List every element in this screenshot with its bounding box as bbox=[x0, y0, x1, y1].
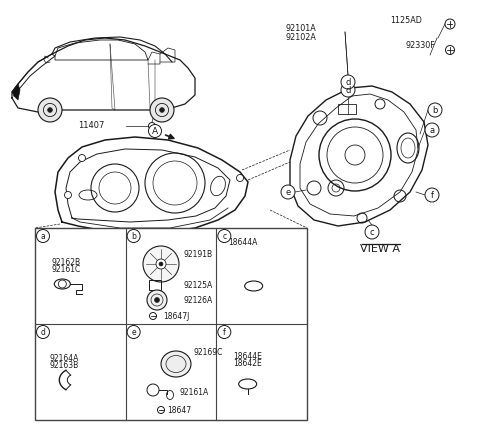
Circle shape bbox=[445, 19, 455, 29]
Text: a: a bbox=[41, 231, 46, 241]
Text: 92164A: 92164A bbox=[49, 353, 79, 363]
Circle shape bbox=[148, 125, 161, 137]
Circle shape bbox=[38, 98, 62, 122]
Circle shape bbox=[36, 326, 49, 338]
Text: 92330F: 92330F bbox=[405, 40, 435, 50]
Circle shape bbox=[143, 246, 179, 282]
Circle shape bbox=[341, 75, 355, 89]
Circle shape bbox=[149, 312, 156, 319]
Circle shape bbox=[365, 225, 379, 239]
Text: 92126A: 92126A bbox=[183, 296, 212, 304]
Text: 1125AD: 1125AD bbox=[390, 15, 422, 25]
Circle shape bbox=[428, 103, 442, 117]
Text: 18644A: 18644A bbox=[228, 238, 258, 247]
Circle shape bbox=[159, 262, 163, 266]
Text: A: A bbox=[152, 127, 158, 136]
Circle shape bbox=[281, 185, 295, 199]
Text: d: d bbox=[41, 327, 46, 337]
Circle shape bbox=[155, 297, 159, 303]
Text: c: c bbox=[222, 231, 227, 241]
Circle shape bbox=[445, 45, 455, 55]
Text: 92162B: 92162B bbox=[52, 257, 81, 267]
Text: d: d bbox=[345, 85, 351, 95]
Text: 92125A: 92125A bbox=[183, 281, 212, 290]
Circle shape bbox=[36, 230, 49, 242]
Circle shape bbox=[79, 154, 85, 161]
Circle shape bbox=[48, 108, 52, 112]
Text: 92163B: 92163B bbox=[50, 360, 79, 370]
Text: VIEW A: VIEW A bbox=[360, 244, 400, 254]
Circle shape bbox=[150, 98, 174, 122]
Text: a: a bbox=[430, 125, 434, 135]
Text: e: e bbox=[132, 327, 136, 337]
Text: 92191B: 92191B bbox=[183, 249, 212, 259]
Text: 11407: 11407 bbox=[78, 121, 104, 129]
Circle shape bbox=[64, 191, 72, 198]
Text: c: c bbox=[370, 227, 374, 237]
Circle shape bbox=[159, 108, 164, 112]
Circle shape bbox=[218, 326, 231, 338]
Text: e: e bbox=[286, 187, 290, 197]
Circle shape bbox=[157, 407, 165, 414]
Circle shape bbox=[341, 83, 355, 97]
Circle shape bbox=[218, 230, 231, 242]
Circle shape bbox=[147, 290, 167, 310]
Text: f: f bbox=[431, 191, 433, 199]
Bar bbox=[338, 104, 356, 114]
Circle shape bbox=[425, 123, 439, 137]
Circle shape bbox=[237, 175, 243, 181]
Ellipse shape bbox=[161, 351, 191, 377]
Text: 92102A: 92102A bbox=[285, 33, 316, 41]
Text: d: d bbox=[345, 77, 351, 87]
Text: 18647: 18647 bbox=[167, 406, 191, 414]
Text: 92169C: 92169C bbox=[193, 348, 222, 356]
Text: 92161A: 92161A bbox=[179, 388, 208, 396]
Circle shape bbox=[127, 230, 140, 242]
Circle shape bbox=[425, 188, 439, 202]
Circle shape bbox=[148, 122, 156, 129]
Bar bbox=[35, 228, 307, 420]
Text: 18644E: 18644E bbox=[233, 352, 262, 360]
Text: b: b bbox=[131, 231, 136, 241]
Bar bbox=[149, 280, 161, 290]
Text: b: b bbox=[432, 106, 438, 114]
Text: f: f bbox=[223, 327, 226, 337]
Text: 92161C: 92161C bbox=[52, 264, 81, 274]
Circle shape bbox=[127, 326, 140, 338]
Polygon shape bbox=[12, 84, 20, 100]
Text: 18642E: 18642E bbox=[233, 359, 262, 367]
Text: 92101A: 92101A bbox=[285, 23, 316, 33]
Circle shape bbox=[156, 259, 166, 269]
Text: 18647J: 18647J bbox=[163, 312, 190, 320]
